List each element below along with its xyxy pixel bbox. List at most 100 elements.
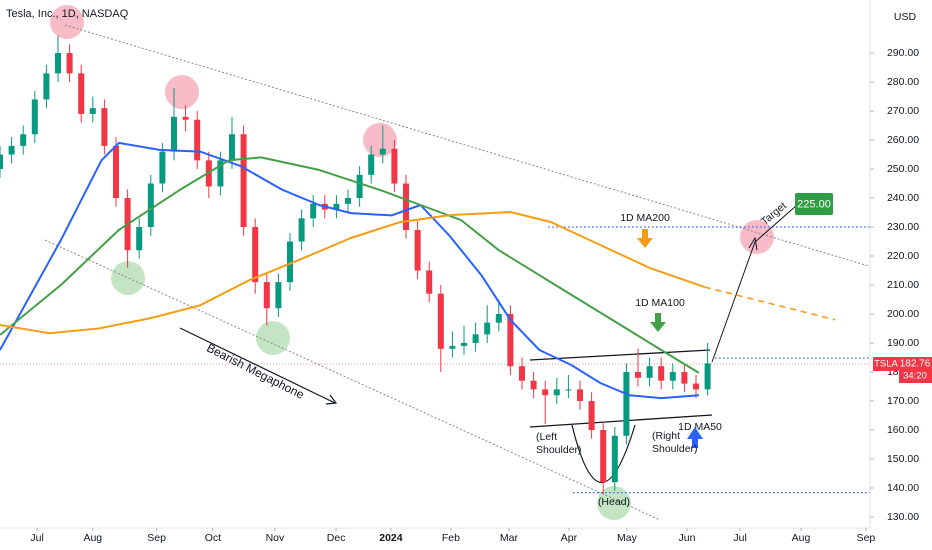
candle-body xyxy=(66,53,73,74)
candle-body xyxy=(403,183,409,230)
target-price: 225.00 xyxy=(797,198,831,210)
x-tick-label: Mar xyxy=(500,532,519,544)
candle-body xyxy=(0,154,3,170)
ma-line xyxy=(0,141,699,400)
symbol-tag xyxy=(873,357,899,372)
candle-body xyxy=(31,99,38,135)
projection-path xyxy=(711,197,806,363)
candle-body xyxy=(229,134,235,161)
x-tick-label: Feb xyxy=(442,532,460,544)
channel-line xyxy=(64,24,932,286)
candle-body xyxy=(171,116,177,152)
ma-arrow xyxy=(650,313,666,332)
ma-arrow xyxy=(637,229,653,248)
target-label: Target xyxy=(759,200,789,228)
highlight-circle xyxy=(165,75,199,109)
projection-arrowhead xyxy=(748,236,758,251)
ma-label: 1D MA200 xyxy=(620,212,670,224)
ma-line xyxy=(0,156,700,374)
x-tick-label: Sep xyxy=(147,532,166,544)
candle-body xyxy=(240,134,247,228)
ma-line xyxy=(0,211,706,335)
candle-body xyxy=(565,389,572,391)
currency-label: USD xyxy=(894,11,917,23)
candle-body xyxy=(623,372,630,436)
highlight-circle xyxy=(50,5,84,39)
x-tick-label: Jul xyxy=(30,532,43,544)
candle-body xyxy=(635,372,641,378)
y-tick-label: 250.00 xyxy=(887,163,919,175)
x-tick-label: Jul xyxy=(733,532,746,544)
neckline xyxy=(529,349,711,361)
highlight-circle xyxy=(111,261,145,295)
candle-body xyxy=(333,203,340,210)
candle-body xyxy=(472,334,479,344)
time-axis-bg xyxy=(0,528,870,550)
candle-body xyxy=(275,282,282,309)
candle-body xyxy=(611,435,618,483)
candle-body xyxy=(379,148,386,155)
candle-body xyxy=(43,73,50,100)
candle-body xyxy=(681,372,688,384)
y-tick-label: 150.00 xyxy=(887,453,919,465)
candle-body xyxy=(414,229,421,271)
ma-extension xyxy=(704,286,836,321)
candle-body xyxy=(159,151,166,184)
chart-title: Tesla, Inc., 1D, NASDAQ xyxy=(6,8,129,20)
candle-body xyxy=(646,366,653,378)
candle-body xyxy=(484,322,491,335)
symbol-label: TSLA xyxy=(874,359,898,370)
candle-body xyxy=(658,366,665,381)
candle-body xyxy=(461,343,467,346)
candle-body xyxy=(437,293,444,349)
highlight-circle xyxy=(256,321,290,355)
candle-body xyxy=(345,198,351,204)
candle-body xyxy=(600,429,607,483)
highlight-circle xyxy=(740,220,774,254)
x-tick-label: Aug xyxy=(792,532,811,544)
y-tick-label: 240.00 xyxy=(887,192,919,204)
y-tick-label: 280.00 xyxy=(887,76,919,88)
candle-body xyxy=(182,116,189,120)
y-tick-label: 190.00 xyxy=(887,337,919,349)
candle-body xyxy=(391,148,398,184)
y-tick-label: 230.00 xyxy=(887,221,919,233)
price-axis-bg xyxy=(870,0,932,550)
candle-body xyxy=(577,389,583,402)
candle-body xyxy=(287,241,293,283)
y-tick-label: 160.00 xyxy=(887,424,919,436)
x-tick-label: Jun xyxy=(679,532,696,544)
candle-body xyxy=(8,145,15,155)
y-tick-label: 220.00 xyxy=(887,250,919,262)
left-shoulder-label: (Left xyxy=(536,431,557,443)
ma-arrow xyxy=(687,427,703,448)
candle-body xyxy=(147,183,154,228)
candle-body xyxy=(426,270,433,294)
channel-line xyxy=(44,239,661,521)
y-tick-label: 260.00 xyxy=(887,134,919,146)
right-shoulder-label: Shoulder) xyxy=(652,443,698,455)
candle-body xyxy=(449,345,456,349)
right-shoulder-label: (Right xyxy=(652,430,680,442)
candle-body xyxy=(101,108,108,146)
pattern-label: Bearish Megaphone xyxy=(204,341,306,402)
x-tick-label: Apr xyxy=(561,532,578,544)
candle-body xyxy=(263,282,270,309)
candle-body xyxy=(298,218,305,242)
head-label: (Head) xyxy=(598,496,630,508)
x-tick-label: 2024 xyxy=(379,532,403,544)
head-curve xyxy=(571,424,636,484)
candle-body xyxy=(356,174,363,199)
candle-body xyxy=(194,119,201,161)
candle-body xyxy=(588,401,595,430)
pattern-arrowhead xyxy=(325,394,338,405)
candle-body xyxy=(704,363,711,390)
candle-body xyxy=(530,380,537,390)
highlight-circle xyxy=(597,486,631,520)
ma-label: 1D MA100 xyxy=(635,297,685,309)
candle-body xyxy=(507,314,514,367)
ma-label: 1D MA50 xyxy=(678,421,722,433)
candle-body xyxy=(78,73,85,114)
